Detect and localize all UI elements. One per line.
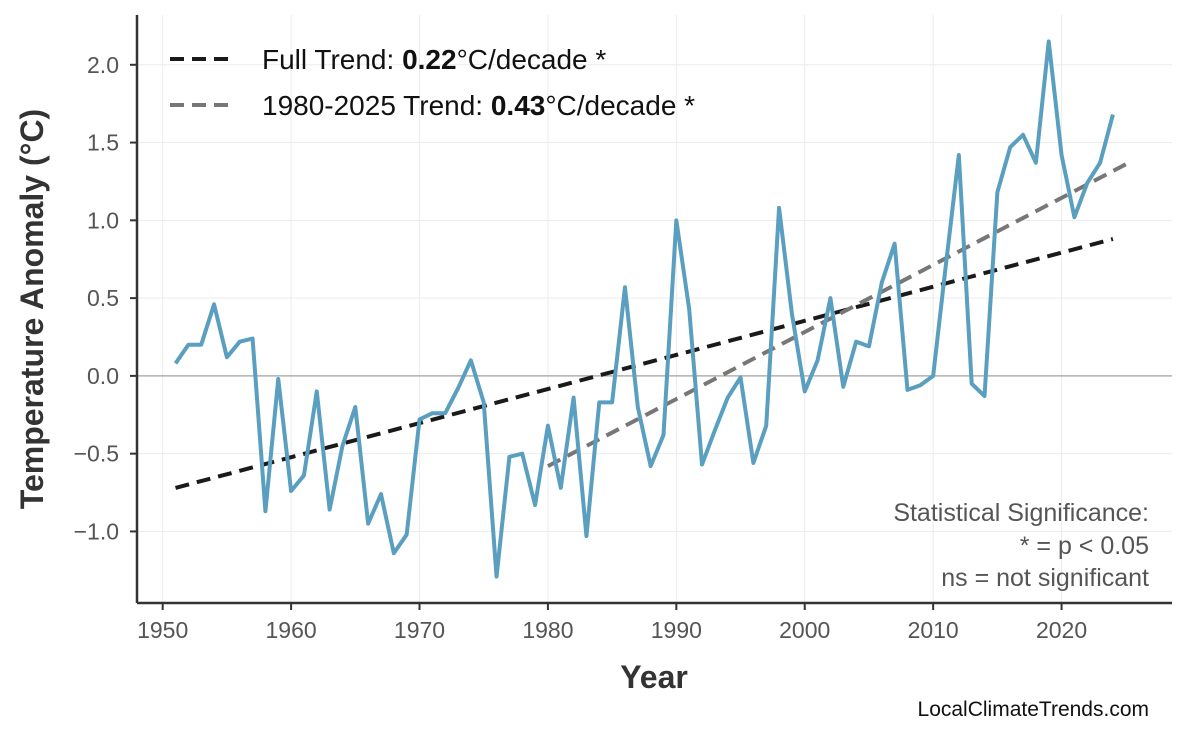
x-tick-label: 2010 xyxy=(908,617,959,643)
series-line-temperature-anomaly xyxy=(173,39,1115,579)
annotation-line: Statistical Significance: xyxy=(893,499,1149,527)
legend: Full Trend: 0.22°C/decade * 1980-2025 Tr… xyxy=(170,44,695,121)
y-tick-label: 2.0 xyxy=(87,52,119,78)
y-tick-label: 1.5 xyxy=(87,130,119,156)
legend-label-full-trend: Full Trend: 0.22°C/decade * xyxy=(262,44,606,75)
x-tick-label: 1950 xyxy=(137,617,188,643)
x-tick-label: 1990 xyxy=(651,617,702,643)
y-tick-label: −0.5 xyxy=(74,441,119,467)
x-axis-label: Year xyxy=(620,659,688,695)
tick-labels: 1950 1960 1970 1980 1990 2000 2010 2020 −1.0 −0.5… xyxy=(74,52,1088,643)
x-tick-label: 1970 xyxy=(394,617,445,643)
watermark: LocalClimateTrends.com xyxy=(918,698,1149,721)
trend-lines xyxy=(175,162,1127,490)
y-tick-label: −1.0 xyxy=(74,518,119,544)
y-tick-label: 1.0 xyxy=(87,207,119,233)
annotation-line: ns = not significant xyxy=(941,564,1149,592)
annotation-line: * = p < 0.05 xyxy=(1020,532,1149,560)
x-tick-label: 2020 xyxy=(1036,617,1087,643)
significance-annotation: Statistical Significance: * = p < 0.05 n… xyxy=(893,499,1149,592)
x-tick-label: 2000 xyxy=(779,617,830,643)
x-tick-label: 1960 xyxy=(266,617,317,643)
x-tick-label: 1980 xyxy=(522,617,573,643)
full-trend-line xyxy=(175,237,1114,490)
legend-label-recent-trend: 1980-2025 Trend: 0.43°C/decade * xyxy=(262,90,695,121)
axes xyxy=(130,15,1172,610)
y-axis-label: Temperature Anomaly (°C) xyxy=(14,109,50,509)
recent-trend-line xyxy=(546,162,1127,468)
y-tick-label: 0.5 xyxy=(87,285,119,311)
y-tick-label: 0.0 xyxy=(87,363,119,389)
